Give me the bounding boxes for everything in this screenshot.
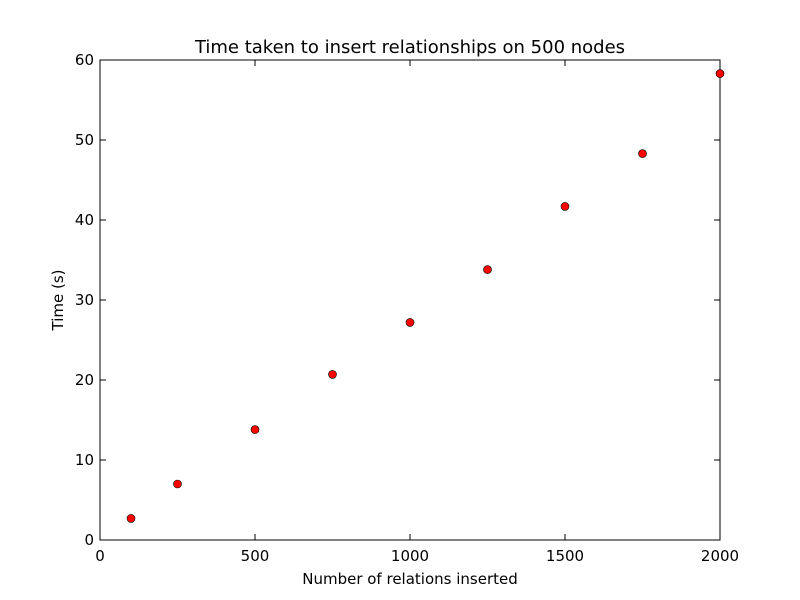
data-point	[560, 202, 570, 211]
x-tick-label: 0	[95, 547, 105, 565]
axis-ticks	[99, 59, 721, 541]
plot-area-frame	[99, 59, 721, 541]
data-points	[126, 69, 725, 523]
data-point	[483, 265, 492, 274]
x-tick-label: 1000	[391, 547, 429, 565]
y-tick-label: 40	[75, 211, 94, 229]
y-axis-label: Time (s)	[49, 270, 67, 332]
y-tick-label: 10	[75, 451, 94, 469]
axis-tick-labels: 0 500 1000 1500 2000 0 10 20 30 40 50 60	[75, 51, 739, 565]
y-tick-label: 50	[75, 131, 94, 149]
data-point	[173, 479, 182, 489]
data-point	[405, 318, 415, 327]
y-tick-label: 60	[75, 51, 94, 69]
x-tick-label: 500	[241, 547, 270, 565]
chart-title: Time taken to insert relationships on 50…	[194, 37, 625, 58]
x-tick-label: 2000	[701, 547, 739, 565]
y-tick-label: 20	[75, 371, 94, 389]
y-tick-label: 30	[75, 291, 94, 309]
data-point	[250, 425, 260, 434]
x-axis-label: Number of relations inserted	[302, 570, 518, 588]
data-point	[126, 514, 136, 523]
data-point	[638, 149, 647, 158]
data-point	[328, 370, 337, 379]
x-tick-label: 1500	[546, 547, 584, 565]
data-point	[715, 69, 725, 78]
y-tick-label: 0	[84, 531, 94, 549]
